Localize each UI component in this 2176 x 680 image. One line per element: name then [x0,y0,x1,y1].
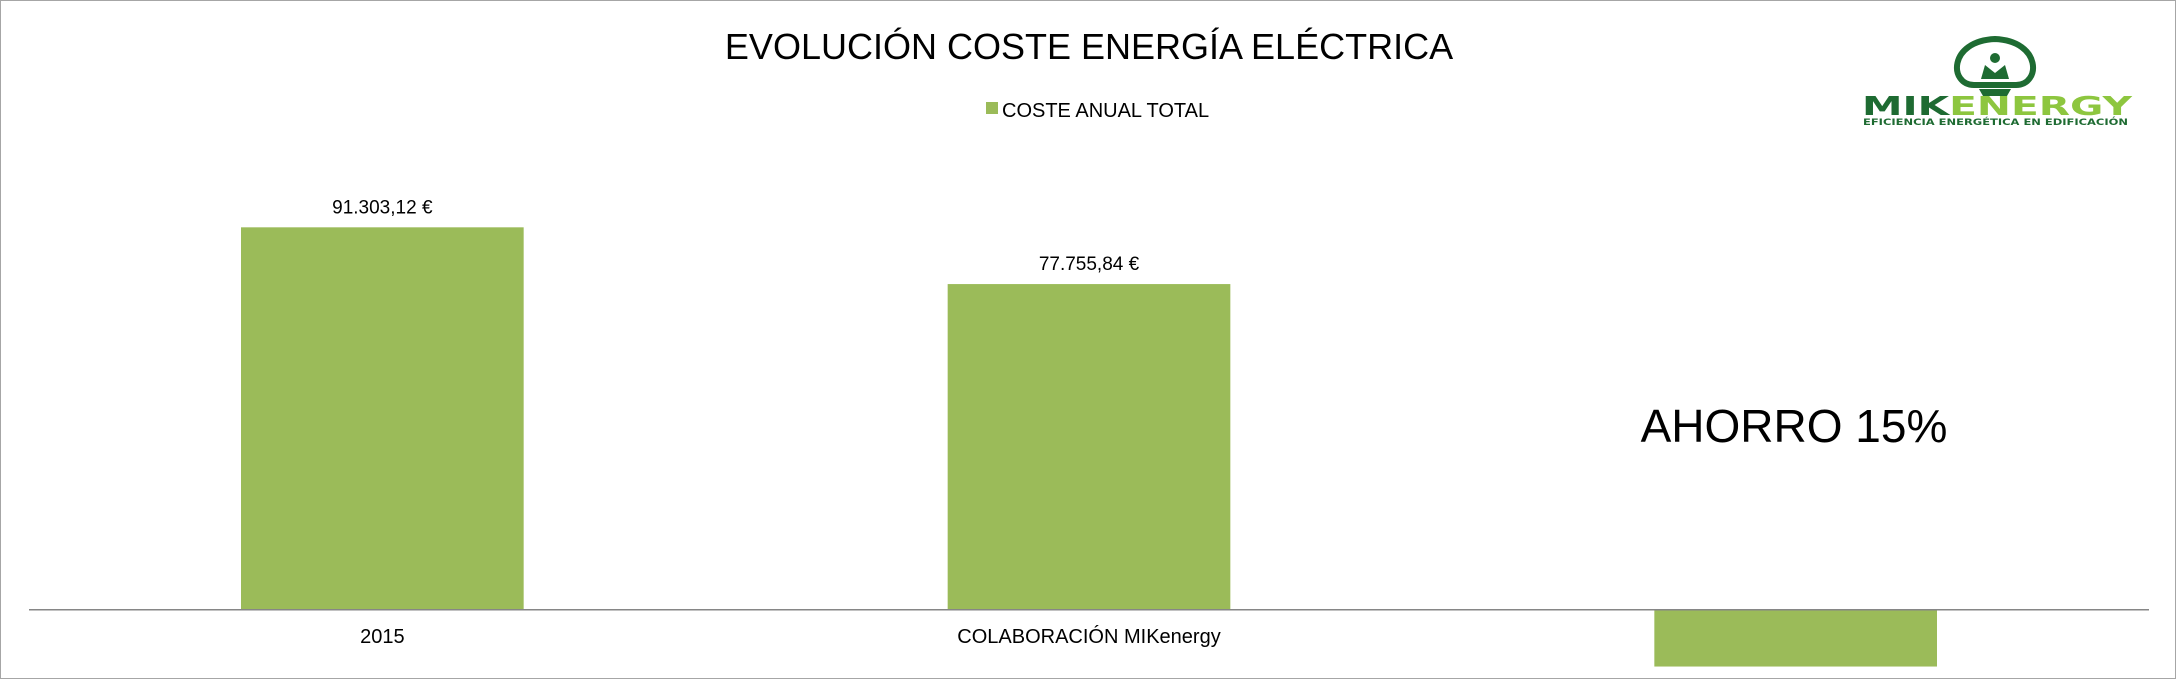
category-labels-layer: 2015 COLABORACIÓN MIKenergy [360,625,1221,648]
logo-tagline: EFICIENCIA ENERGÉTICA EN EDIFICACIÓN [1863,116,2128,128]
category-label-1: COLABORACIÓN MIKenergy [957,625,1220,648]
logo-wordmark: MIK ENERGY [1862,92,2134,122]
bar-1 [947,284,1231,610]
bars-layer [241,227,1937,667]
legend-swatch [986,102,998,114]
category-label-0: 2015 [360,626,405,648]
bar-0 [241,227,524,610]
legend: COSTE ANUAL TOTAL [986,100,1209,122]
data-label-1: 77.755,84 € [1039,254,1140,275]
legend-label: COSTE ANUAL TOTAL [1002,100,1209,122]
chart-title: EVOLUCIÓN COSTE ENERGÍA ELÉCTRICA [725,26,1453,67]
data-label-0: 91.303,12 € [332,197,433,218]
savings-annotation: AHORRO 15% [1641,400,1948,452]
mikenergy-logo: MIK ENERGY EFICIENCIA ENERGÉTICA EN EDIFI… [1862,35,2134,128]
bar-2 [1654,609,1937,667]
data-labels-layer: 91.303,12 €77.755,84 €-13.547,28 € [332,197,1140,275]
lightbulb-icon [1954,35,2036,96]
